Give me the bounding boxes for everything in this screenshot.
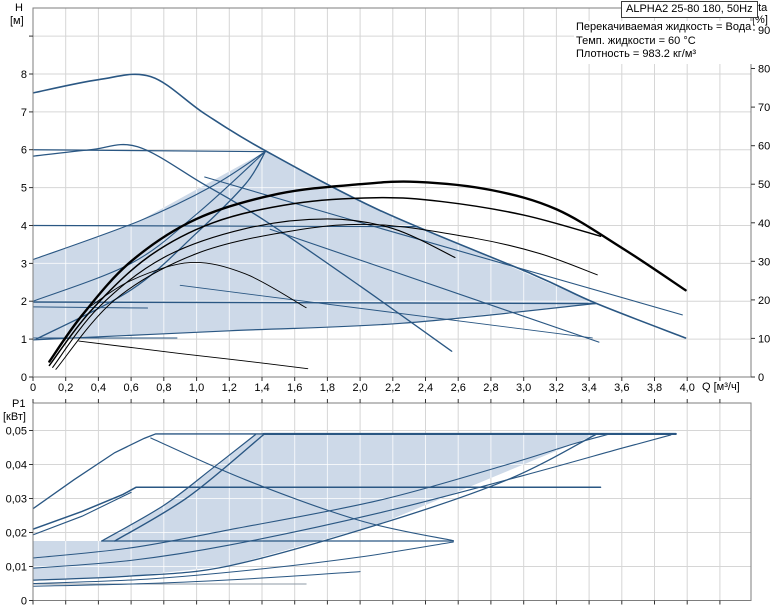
curve-p1-curve-r3: [33, 433, 597, 581]
svg-text:20: 20: [758, 295, 770, 307]
svg-text:30: 30: [758, 256, 770, 268]
curve-p1-curve-r4: [33, 541, 454, 584]
info-line-density: Плотность = 983.2 кг/м³: [576, 48, 697, 60]
svg-text:4,0: 4,0: [680, 382, 695, 394]
curve-eta-curve-small: [86, 262, 307, 310]
svg-text:2,0: 2,0: [352, 382, 367, 394]
y-axis-label-h: H: [15, 2, 23, 14]
curve-p1-curve-r2: [33, 434, 672, 569]
curve-prop-pressure-high: [33, 151, 266, 261]
curve-p1-max-curve: [33, 433, 265, 510]
curve-const-pressure-4m: [33, 224, 418, 228]
svg-text:1,8: 1,8: [320, 382, 335, 394]
curve-thin-cross-line: [179, 284, 593, 339]
svg-text:40: 40: [758, 218, 770, 230]
curve-region-lower-edge: [33, 302, 597, 341]
curve-p1-curve-r1: [33, 433, 610, 559]
svg-text:3: 3: [21, 258, 27, 270]
svg-text:1,6: 1,6: [287, 382, 302, 394]
curve-eta-curve-max: [48, 180, 687, 363]
curve-prop-pressure-mid: [33, 151, 266, 302]
curve-max-speed-curve: [33, 73, 687, 339]
curve-p1-steep-2: [114, 433, 265, 542]
svg-text:0,03: 0,03: [6, 494, 27, 506]
curve-const-pressure-1-8m: [33, 306, 148, 309]
svg-text:3,6: 3,6: [614, 382, 629, 394]
svg-text:0: 0: [758, 372, 764, 384]
x-axis-title: Q [м³/ч]: [702, 381, 740, 393]
svg-text:80: 80: [758, 64, 770, 76]
curve-const-pressure-6m: [33, 149, 266, 153]
curve-prop-pressure-max: [35, 150, 266, 340]
svg-text:10: 10: [758, 333, 770, 345]
svg-text:0,04: 0,04: [6, 460, 27, 472]
curve-p1-steep-1: [101, 434, 257, 542]
info-line-fluid: Перекачиваемая жидкость = Вода: [576, 21, 752, 33]
curve-speed-2-curve: [33, 143, 453, 352]
svg-text:2,8: 2,8: [483, 382, 498, 394]
svg-text:90: 90: [758, 25, 770, 37]
svg-text:2,4: 2,4: [418, 382, 433, 394]
curve-p1-setpoint-0335: [33, 486, 602, 530]
series-power: [33, 432, 677, 587]
svg-text:7: 7: [21, 107, 27, 119]
curve-diagonal-low: [269, 228, 600, 343]
curve-p1-rise-2: [33, 491, 132, 536]
svg-text:4: 4: [21, 220, 27, 232]
operating-region-power: [33, 434, 596, 581]
curve-eta-curve-low: [78, 340, 309, 370]
svg-text:2,2: 2,2: [385, 382, 400, 394]
fluid-info-block: Перекачиваемая жидкость = Вода Темп. жид…: [574, 21, 754, 64]
y-axis-unit-kw: [кВт]: [3, 411, 26, 423]
svg-text:1,2: 1,2: [222, 382, 237, 394]
svg-text:5: 5: [21, 183, 27, 195]
svg-text:1,0: 1,0: [189, 382, 204, 394]
svg-text:0,4: 0,4: [91, 382, 106, 394]
curve-diagonal-mid: [204, 176, 683, 316]
chart-power: 0 0,01 0,02 0,03 0,04 0,05: [6, 399, 752, 608]
svg-text:70: 70: [758, 102, 770, 114]
svg-text:2,6: 2,6: [451, 382, 466, 394]
plot-border-head: [32, 7, 752, 378]
y-axis-unit-m: [м]: [10, 15, 24, 27]
svg-text:3,0: 3,0: [516, 382, 531, 394]
svg-text:6: 6: [21, 145, 27, 157]
svg-text:0: 0: [21, 372, 27, 384]
curve-eta-curve-3: [52, 218, 456, 368]
svg-text:1: 1: [21, 334, 27, 346]
svg-text:50: 50: [758, 179, 770, 191]
svg-text:2: 2: [21, 296, 27, 308]
pump-title-box: ALPHA2 25-80 180, 50Hz: [621, 1, 758, 18]
y-axis-label-p1: P1: [12, 398, 26, 410]
curve-p1-curve-r5: [33, 571, 361, 587]
svg-text:0,6: 0,6: [123, 382, 138, 394]
svg-text:0,05: 0,05: [6, 426, 27, 438]
svg-text:3,4: 3,4: [581, 382, 596, 394]
curve-p1-descending: [150, 437, 454, 542]
info-line-temp: Темп. жидкости = 60 °C: [576, 34, 696, 47]
svg-text:0: 0: [30, 382, 36, 394]
plot-border-power: [32, 402, 752, 601]
svg-text:0,8: 0,8: [156, 382, 171, 394]
svg-text:8: 8: [21, 69, 27, 81]
svg-text:3,8: 3,8: [647, 382, 662, 394]
curve-eta-curve-4: [55, 223, 598, 370]
ticks-power: 0 0,01 0,02 0,03 0,04 0,05: [6, 399, 721, 608]
svg-text:0,01: 0,01: [6, 562, 27, 574]
svg-text:0: 0: [21, 596, 27, 608]
svg-text:3,2: 3,2: [549, 382, 564, 394]
curve-eta-curve-2: [48, 196, 602, 367]
svg-text:60: 60: [758, 141, 770, 153]
svg-text:1,4: 1,4: [254, 382, 269, 394]
series-head: [33, 73, 687, 370]
svg-text:0,02: 0,02: [6, 528, 27, 540]
svg-text:0,2: 0,2: [58, 382, 73, 394]
